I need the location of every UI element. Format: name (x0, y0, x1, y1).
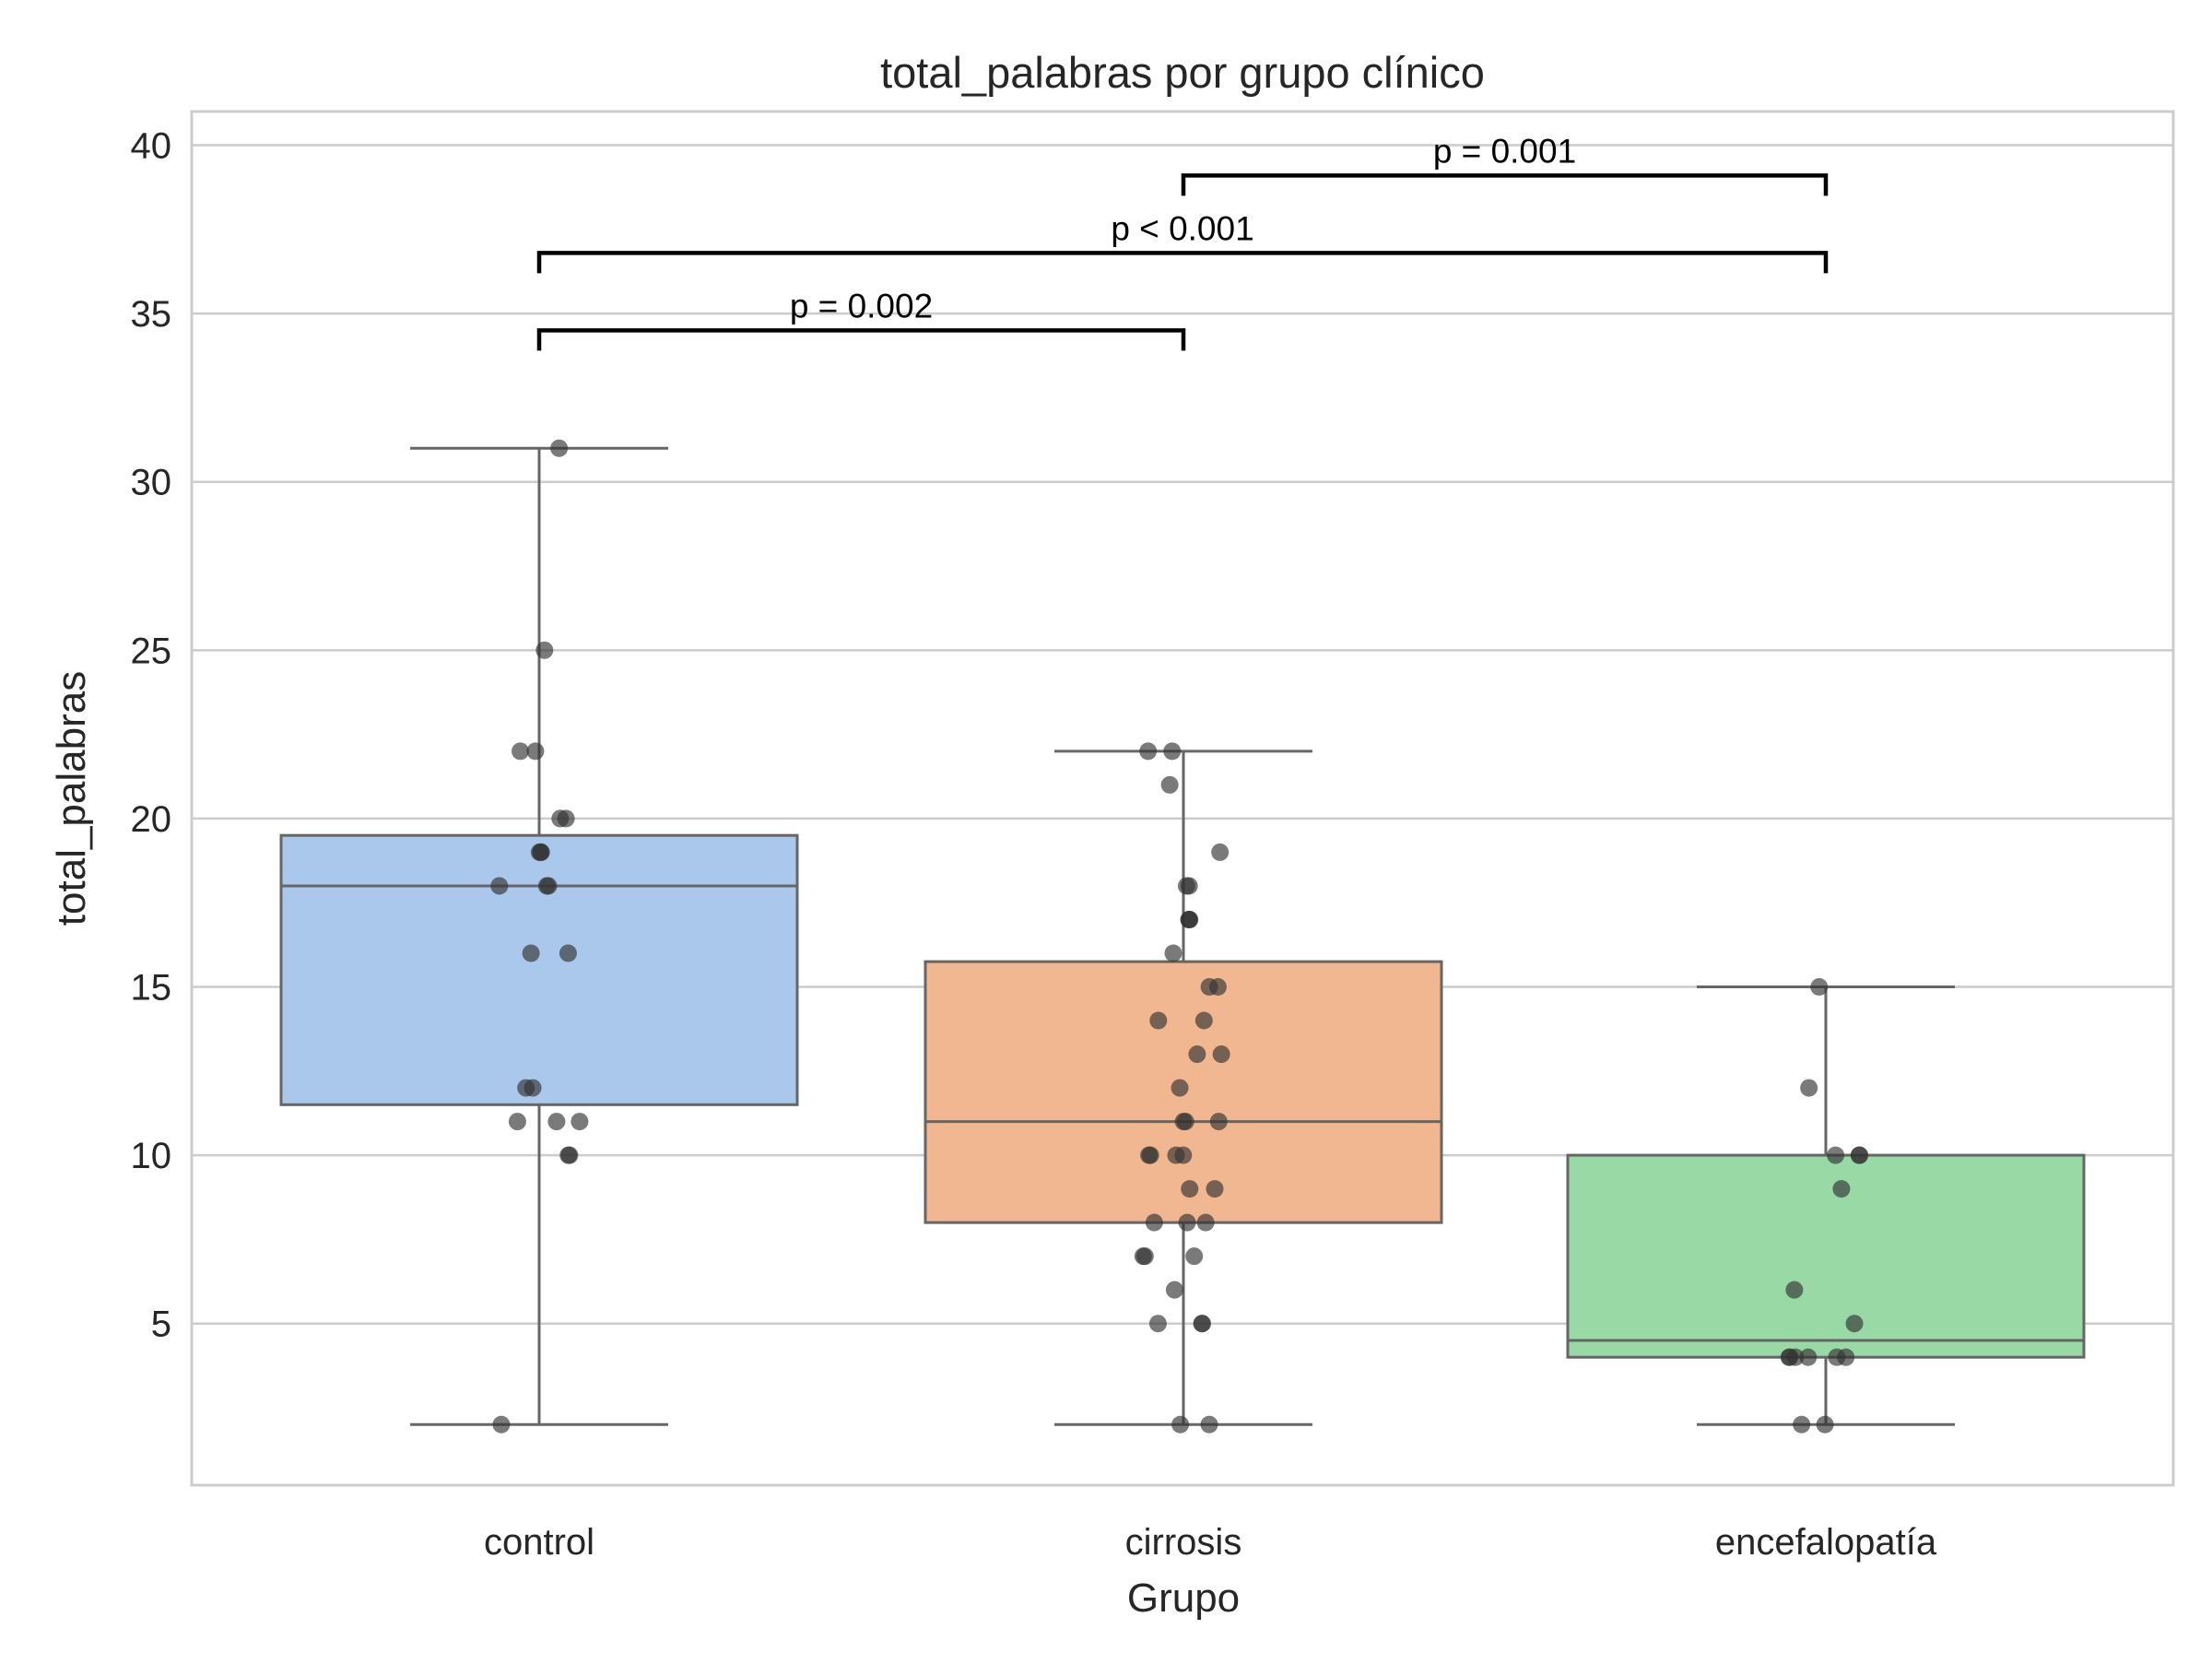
y-tick-label: 15 (131, 968, 172, 1009)
y-tick-label: 40 (131, 126, 172, 167)
boxes (279, 446, 2086, 1426)
data-point (1140, 1146, 1159, 1164)
data-point (512, 742, 530, 761)
data-point (524, 1079, 542, 1097)
data-point (1800, 1079, 1818, 1097)
y-axis-label: total_palabras (49, 671, 94, 926)
data-point (1200, 1415, 1218, 1434)
data-point (522, 944, 540, 962)
data-point (1181, 1180, 1199, 1198)
data-point (1135, 1247, 1154, 1266)
data-point (559, 944, 577, 962)
data-point (1165, 1280, 1183, 1299)
data-point (526, 742, 545, 761)
box-control (279, 446, 799, 1426)
data-points (490, 439, 1869, 1434)
data-point (1164, 944, 1182, 962)
significance-brackets: p = 0.002 p < 0.001 p = 0.001 (536, 132, 1829, 351)
bracket-line (536, 328, 1186, 351)
x-axis-ticks: control cirrosis encefalopatía (484, 1522, 1937, 1563)
data-point (1171, 1079, 1189, 1097)
data-point (1828, 1348, 1846, 1366)
data-point (1176, 1113, 1194, 1131)
iqr-box (1566, 1153, 2086, 1359)
data-point (1148, 1315, 1167, 1333)
y-tick-label: 35 (131, 294, 172, 335)
data-point (1781, 1348, 1799, 1366)
significance-bracket: p < 0.001 (536, 209, 1829, 274)
data-point (535, 641, 554, 659)
data-point (1810, 978, 1829, 997)
data-point (1160, 775, 1179, 794)
y-tick-label: 10 (131, 1136, 172, 1176)
y-tick-label: 25 (131, 631, 172, 671)
bracket-line (536, 251, 1829, 274)
p-value-label: p < 0.001 (1111, 209, 1253, 247)
data-point (550, 439, 569, 457)
data-point (1211, 843, 1230, 861)
y-tick-label: 30 (131, 463, 172, 503)
x-tick-label: encefalopatía (1715, 1522, 1937, 1563)
data-point (571, 1113, 589, 1131)
data-point (1194, 1011, 1213, 1030)
significance-bracket: p = 0.001 (1181, 132, 1829, 196)
data-point (1816, 1415, 1834, 1434)
data-point (1799, 1348, 1818, 1366)
x-tick-label: control (484, 1522, 594, 1563)
data-point (1785, 1280, 1804, 1299)
data-point (1139, 742, 1158, 761)
y-tick-label: 5 (151, 1304, 171, 1345)
data-point (539, 877, 558, 895)
data-point (1171, 1415, 1190, 1434)
data-point (1167, 1146, 1185, 1164)
data-point (1206, 1180, 1224, 1198)
data-point (547, 1113, 566, 1131)
data-point (1793, 1415, 1811, 1434)
significance-bracket: p = 0.002 (536, 287, 1186, 351)
data-point (559, 1146, 578, 1164)
y-tick-label: 20 (131, 799, 172, 840)
data-point (1832, 1180, 1851, 1198)
p-value-label: p = 0.001 (1433, 132, 1576, 170)
data-point (492, 1415, 511, 1434)
data-point (1212, 1045, 1230, 1064)
data-point (1209, 1113, 1228, 1131)
data-point (1200, 978, 1218, 997)
data-point (1180, 877, 1198, 895)
box-encefalopatía (1566, 985, 2086, 1426)
x-axis-label: Grupo (1127, 1575, 1240, 1621)
data-point (1827, 1146, 1845, 1164)
data-point (490, 877, 509, 895)
data-point (1196, 1213, 1215, 1232)
data-point (1188, 1045, 1206, 1064)
data-point (1193, 1315, 1211, 1333)
data-point (1180, 910, 1198, 928)
data-point (1149, 1011, 1168, 1030)
data-point (508, 1113, 526, 1131)
data-point (1178, 1213, 1196, 1232)
iqr-box (279, 833, 799, 1106)
data-point (1145, 1213, 1163, 1232)
chart-title: total_palabras por grupo clínico (880, 48, 1485, 97)
data-point (551, 809, 570, 828)
plot-frame (190, 110, 2175, 1487)
bracket-line (1181, 173, 1829, 196)
data-point (1845, 1315, 1864, 1333)
data-point (1185, 1247, 1204, 1266)
data-point (532, 843, 550, 861)
data-point (1163, 742, 1182, 761)
y-axis-ticks: 5 10 15 20 25 30 35 40 (131, 126, 172, 1345)
data-point (1851, 1146, 1869, 1164)
x-tick-label: cirrosis (1125, 1522, 1242, 1563)
p-value-label: p = 0.002 (790, 287, 933, 325)
